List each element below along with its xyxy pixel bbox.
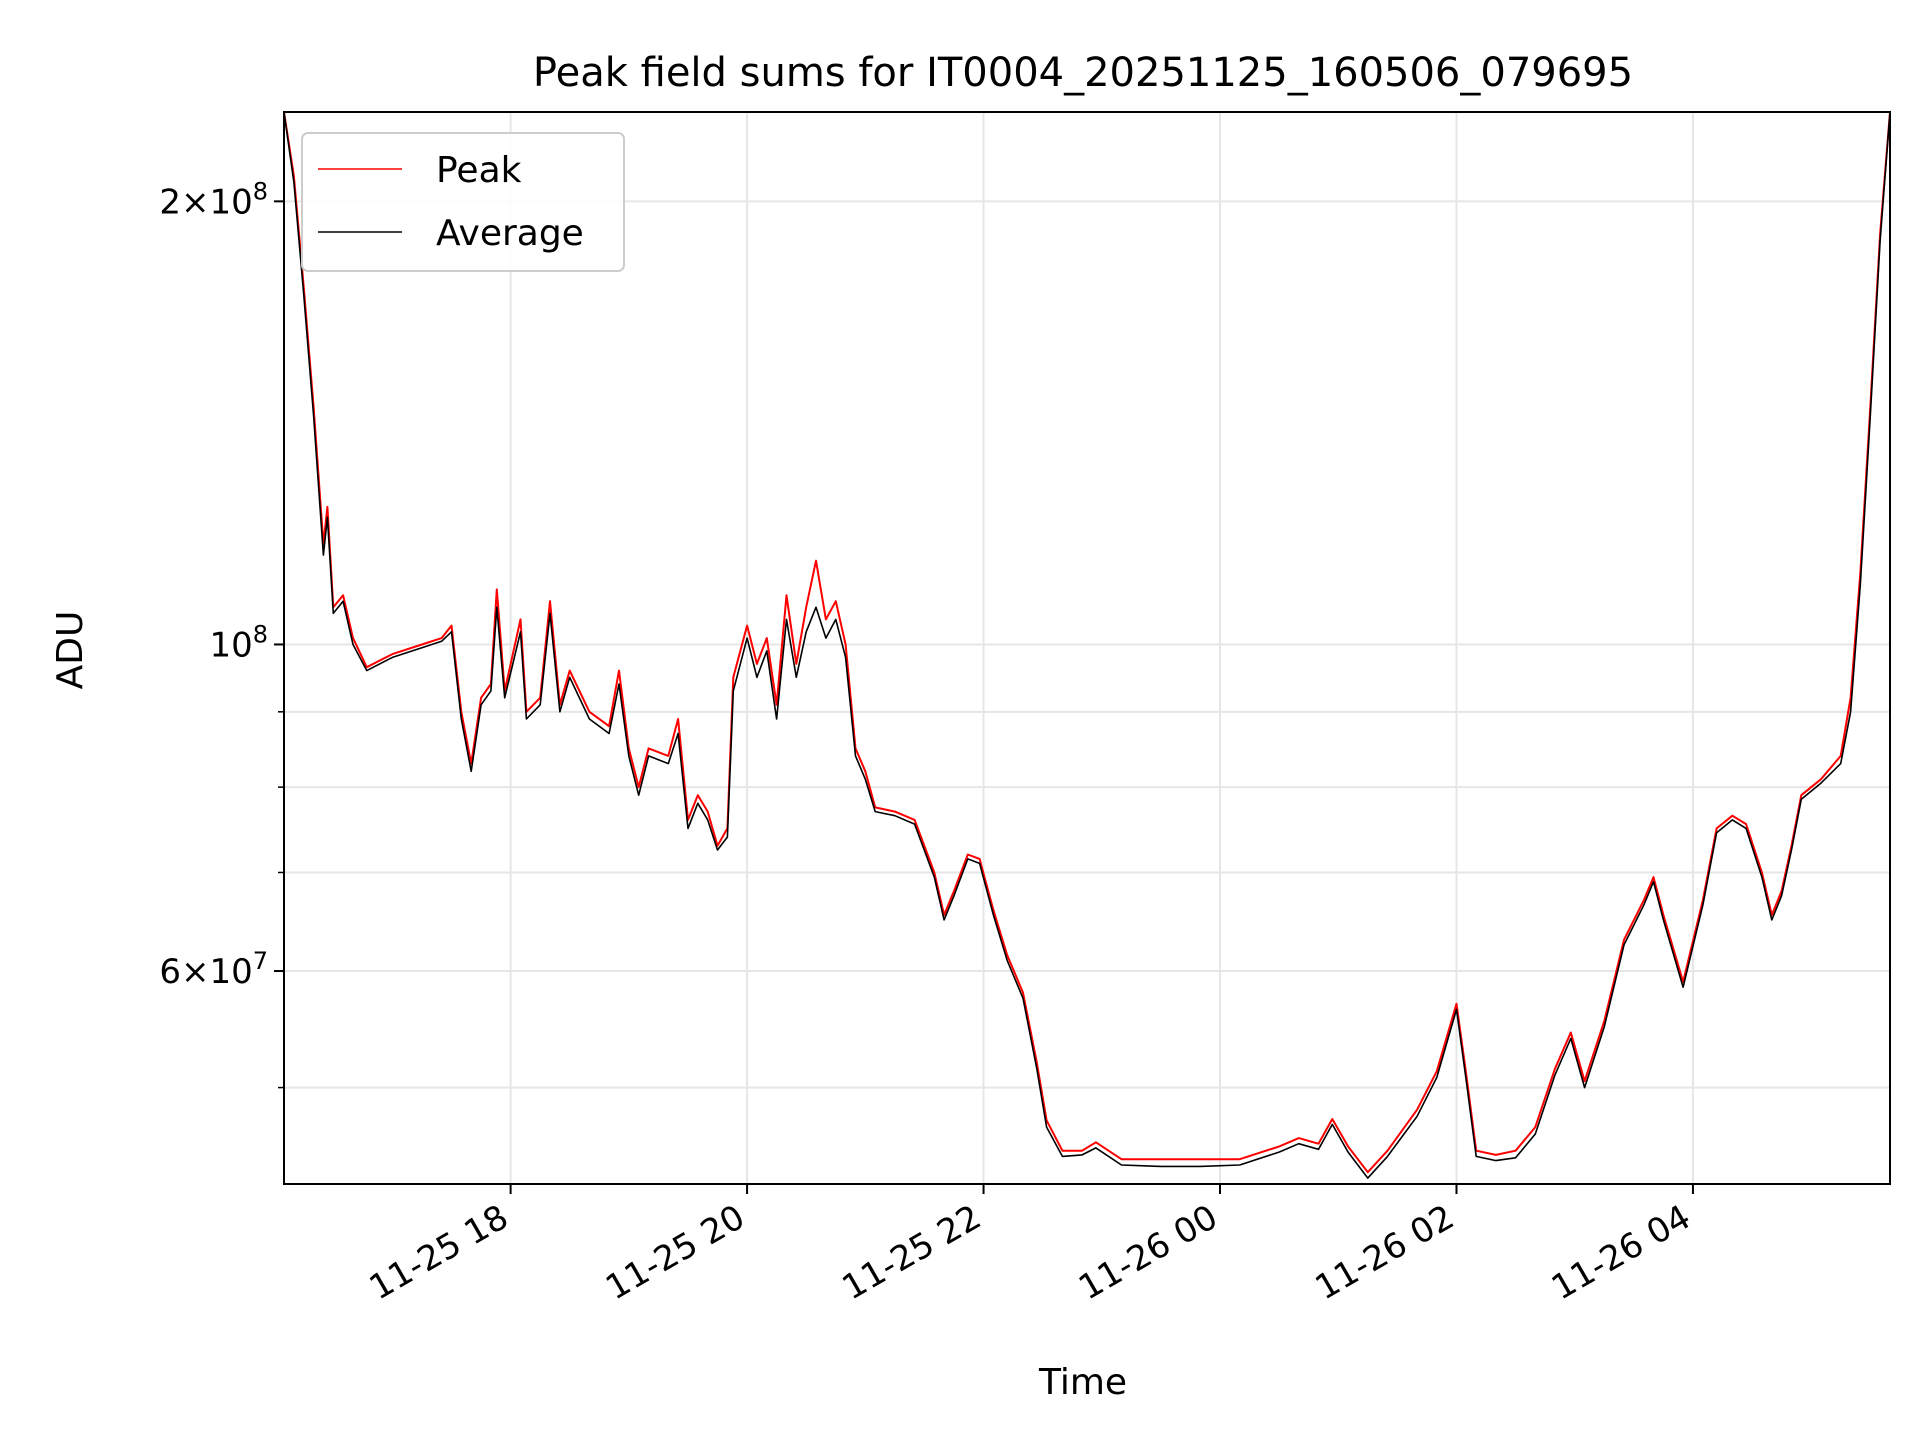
series-line-average <box>284 112 1890 1179</box>
legend-label-average: Average <box>436 213 584 254</box>
y-tick-label: 2×108 <box>159 177 268 222</box>
x-axis-label: Time <box>1038 1362 1127 1403</box>
series-lines <box>284 112 1890 1179</box>
series-line-peak <box>284 112 1890 1174</box>
chart-title: Peak field sums for IT0004_20251125_1605… <box>533 50 1633 96</box>
legend-label-peak: Peak <box>436 150 522 191</box>
y-tick-label: 6×107 <box>159 947 268 992</box>
plot-frame <box>283 111 1891 1185</box>
grid-lines <box>284 112 1890 1184</box>
legend: Peak Average <box>301 132 625 272</box>
y-axis-label: ADU <box>50 611 91 690</box>
legend-box <box>301 132 625 272</box>
